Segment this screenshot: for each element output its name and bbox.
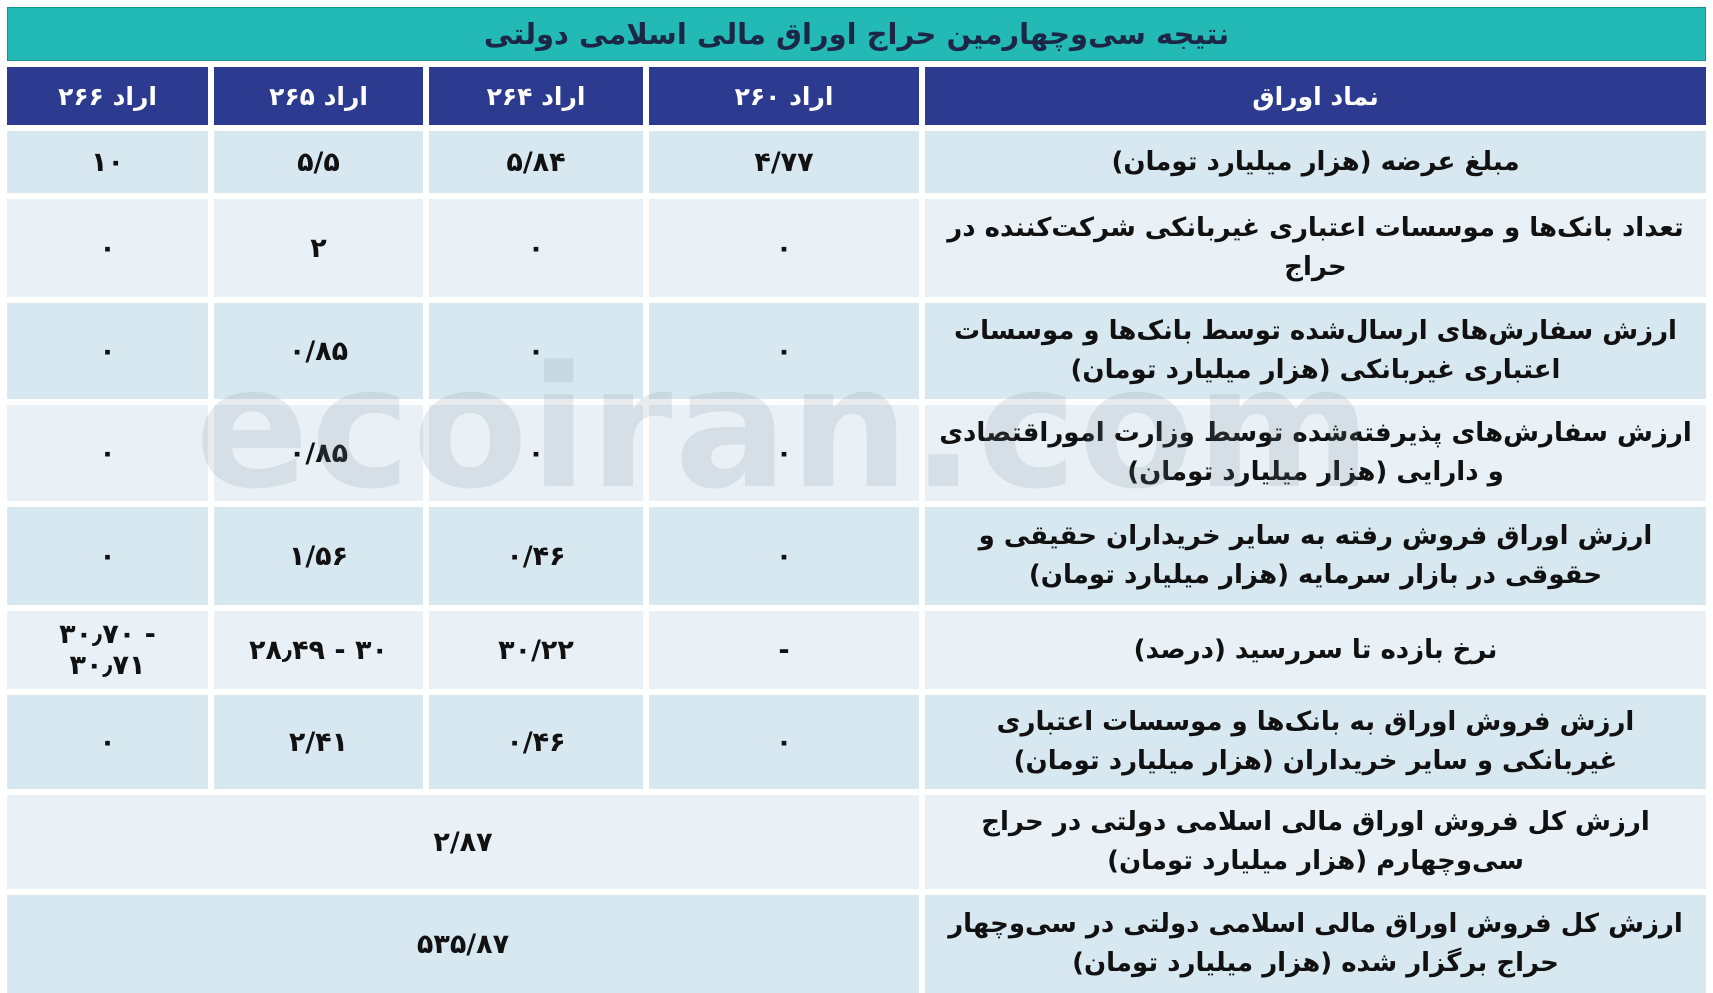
cell-arad264: ۰ bbox=[429, 405, 643, 501]
row-label: مبلغ عرضه (هزار میلیارد تومان) bbox=[925, 131, 1706, 193]
cell-arad265: ۰/۸۵ bbox=[214, 405, 423, 501]
merged-value-cell: ۲/۸۷ bbox=[7, 795, 919, 889]
cell-arad265: ۱/۵۶ bbox=[214, 507, 423, 605]
cell-arad266: ۱۰ bbox=[7, 131, 208, 193]
table-row-participating-banks: تعداد بانک‌ها و موسسات اعتباری غیربانکی … bbox=[7, 199, 1706, 297]
table-title-bar: نتیجه سی‌وچهارمین حراج اوراق مالی اسلامی… bbox=[7, 7, 1706, 61]
table-row-total-sale-all-auctions: ارزش کل فروش اوراق مالی اسلامی دولتی در … bbox=[7, 895, 1706, 993]
row-label: ارزش اوراق فروش رفته به سایر خریداران حق… bbox=[925, 507, 1706, 605]
cell-arad260: - bbox=[649, 611, 919, 689]
header-cell-symbol: نماد اوراق bbox=[925, 67, 1706, 125]
cell-arad266: ۰ bbox=[7, 405, 208, 501]
cell-arad266: ۰ bbox=[7, 199, 208, 297]
row-label: ارزش سفارش‌های ارسال‌شده توسط بانک‌ها و … bbox=[925, 303, 1706, 399]
cell-arad264: ۰/۴۶ bbox=[429, 695, 643, 789]
cell-arad260: ۰ bbox=[649, 199, 919, 297]
table-row-total-sale-this-auction: ارزش کل فروش اوراق مالی اسلامی دولتی در … bbox=[7, 795, 1706, 889]
cell-arad266: ۰ bbox=[7, 507, 208, 605]
cell-arad260: ۰ bbox=[649, 507, 919, 605]
cell-arad264: ۳۰/۲۲ bbox=[429, 611, 643, 689]
header-cell-arad266: اراد ۲۶۶ bbox=[7, 67, 208, 125]
table-row-orders-accepted: ارزش سفارش‌های پذیرفته‌شده توسط وزارت ام… bbox=[7, 405, 1706, 501]
header-cell-arad265: اراد ۲۶۵ bbox=[214, 67, 423, 125]
cell-arad266: ۰ bbox=[7, 303, 208, 399]
merged-value-cell: ۵۳۵/۸۷ bbox=[7, 895, 919, 993]
table-row-sold-to-banks: ارزش فروش اوراق به بانک‌ها و موسسات اعتب… bbox=[7, 695, 1706, 789]
header-row: نماد اوراق اراد ۲۶۰ اراد ۲۶۴ اراد ۲۶۵ ار… bbox=[7, 67, 1706, 125]
cell-arad260: ۴/۷۷ bbox=[649, 131, 919, 193]
header-cell-arad260: اراد ۲۶۰ bbox=[649, 67, 919, 125]
row-label: ارزش کل فروش اوراق مالی اسلامی دولتی در … bbox=[925, 795, 1706, 889]
cell-arad264: ۰ bbox=[429, 199, 643, 297]
table-row-yield-to-maturity: نرخ بازده تا سررسید (درصد) - ۳۰/۲۲ ۲۸٫۴۹… bbox=[7, 611, 1706, 689]
cell-arad260: ۰ bbox=[649, 695, 919, 789]
cell-arad265: ۰/۸۵ bbox=[214, 303, 423, 399]
cell-arad265: ۲/۴۱ bbox=[214, 695, 423, 789]
cell-arad264: ۵/۸۴ bbox=[429, 131, 643, 193]
cell-arad264: ۰ bbox=[429, 303, 643, 399]
cell-arad260: ۰ bbox=[649, 303, 919, 399]
row-label: نرخ بازده تا سررسید (درصد) bbox=[925, 611, 1706, 689]
row-label: ارزش کل فروش اوراق مالی اسلامی دولتی در … bbox=[925, 895, 1706, 993]
cell-arad265: ۵/۵ bbox=[214, 131, 423, 193]
table-row-supply-amount: مبلغ عرضه (هزار میلیارد تومان) ۴/۷۷ ۵/۸۴… bbox=[7, 131, 1706, 193]
table-row-sold-to-other-buyers: ارزش اوراق فروش رفته به سایر خریداران حق… bbox=[7, 507, 1706, 605]
cell-arad265: ۲ bbox=[214, 199, 423, 297]
cell-arad266: ۳۰٫۷۰ - ۳۰٫۷۱ bbox=[7, 611, 208, 689]
cell-arad264: ۰/۴۶ bbox=[429, 507, 643, 605]
row-label: تعداد بانک‌ها و موسسات اعتباری غیربانکی … bbox=[925, 199, 1706, 297]
cell-arad260: ۰ bbox=[649, 405, 919, 501]
row-label: ارزش سفارش‌های پذیرفته‌شده توسط وزارت ام… bbox=[925, 405, 1706, 501]
cell-arad265: ۲۸٫۴۹ - ۳۰ bbox=[214, 611, 423, 689]
table-row-orders-sent: ارزش سفارش‌های ارسال‌شده توسط بانک‌ها و … bbox=[7, 303, 1706, 399]
row-label: ارزش فروش اوراق به بانک‌ها و موسسات اعتب… bbox=[925, 695, 1706, 789]
header-cell-arad264: اراد ۲۶۴ bbox=[429, 67, 643, 125]
cell-arad266: ۰ bbox=[7, 695, 208, 789]
page-title: نتیجه سی‌وچهارمین حراج اوراق مالی اسلامی… bbox=[483, 17, 1230, 51]
